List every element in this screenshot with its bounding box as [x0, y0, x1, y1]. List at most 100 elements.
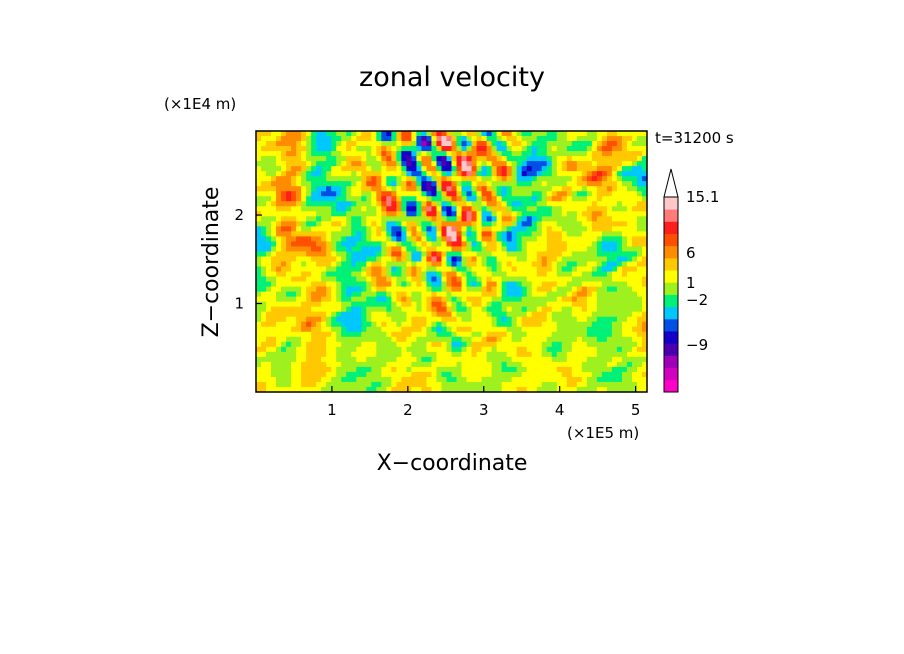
- heatmap-cell: [576, 316, 583, 323]
- heatmap-cell: [541, 256, 548, 263]
- heatmap-cell: [556, 181, 563, 187]
- heatmap-cell: [321, 331, 327, 338]
- heatmap-cell: [436, 356, 443, 363]
- heatmap-cell: [521, 261, 528, 268]
- heatmap-cell: [346, 211, 352, 217]
- heatmap-cell: [606, 171, 613, 177]
- heatmap-cell: [581, 191, 588, 197]
- heatmap-cell: [491, 326, 498, 333]
- heatmap-cell: [431, 261, 438, 268]
- heatmap-cell: [546, 356, 553, 363]
- heatmap-cell: [511, 221, 518, 227]
- heatmap-cell: [466, 241, 473, 248]
- heatmap-cell: [511, 161, 518, 167]
- heatmap-cell: [506, 316, 513, 323]
- heatmap-cell: [446, 321, 453, 328]
- heatmap-cell: [376, 151, 382, 157]
- heatmap-cell: [641, 171, 647, 177]
- heatmap-cell: [261, 206, 267, 212]
- heatmap-cell: [596, 226, 603, 232]
- heatmap-cell: [476, 221, 483, 227]
- heatmap-cell: [306, 261, 312, 268]
- heatmap-cell: [521, 221, 528, 227]
- heatmap-cell: [531, 196, 538, 202]
- heatmap-cell: [496, 311, 503, 318]
- heatmap-cell: [441, 216, 448, 222]
- heatmap-cell: [626, 311, 633, 318]
- heatmap-cell: [506, 286, 513, 293]
- heatmap-cell: [516, 226, 523, 232]
- heatmap-cell: [396, 141, 402, 147]
- heatmap-cell: [566, 351, 573, 358]
- heatmap-cell: [286, 176, 292, 182]
- heatmap-cell: [331, 266, 337, 273]
- heatmap-cell: [401, 306, 407, 313]
- heatmap-cell: [386, 351, 392, 358]
- heatmap-cell: [521, 251, 528, 258]
- heatmap-cell: [626, 381, 633, 388]
- heatmap-cell: [336, 271, 342, 278]
- heatmap-cell: [581, 266, 588, 273]
- heatmap-cell: [626, 156, 633, 162]
- heatmap-cell: [641, 241, 647, 248]
- heatmap-cell: [606, 176, 613, 182]
- heatmap-cell: [641, 246, 647, 253]
- heatmap-cell: [606, 136, 613, 142]
- heatmap-cell: [591, 166, 598, 172]
- heatmap-cell: [536, 141, 543, 147]
- heatmap-cell: [481, 171, 488, 177]
- heatmap-cell: [326, 296, 332, 303]
- heatmap-cell: [316, 326, 322, 333]
- heatmap-cell: [316, 246, 322, 253]
- heatmap-cell: [431, 356, 438, 363]
- heatmap-cell: [341, 196, 347, 202]
- heatmap-cell: [621, 176, 628, 182]
- heatmap-cell: [606, 311, 613, 318]
- heatmap-cell: [586, 136, 593, 142]
- heatmap-cell: [501, 361, 508, 368]
- heatmap-cell: [441, 281, 448, 288]
- heatmap-cell: [376, 296, 382, 303]
- heatmap-cell: [551, 136, 558, 142]
- heatmap-cell: [506, 381, 513, 388]
- heatmap-cell: [331, 276, 337, 283]
- heatmap-cell: [311, 286, 317, 293]
- heatmap-cell: [616, 231, 623, 237]
- heatmap-cell: [526, 166, 533, 172]
- heatmap-cell: [566, 346, 573, 353]
- heatmap-cell: [421, 386, 428, 392]
- heatmap-cell: [476, 241, 483, 248]
- heatmap-cell: [586, 236, 593, 243]
- heatmap-cell: [336, 331, 342, 338]
- heatmap-cell: [416, 291, 423, 298]
- heatmap-cell: [281, 291, 287, 298]
- heatmap-cell: [326, 316, 332, 323]
- heatmap-cell: [281, 376, 287, 383]
- heatmap-cell: [586, 341, 593, 348]
- heatmap-cell: [386, 311, 392, 318]
- heatmap-cell: [621, 171, 628, 177]
- heatmap-cell: [411, 231, 418, 237]
- heatmap-cell: [636, 176, 643, 182]
- heatmap-cell: [476, 311, 483, 318]
- heatmap-cell: [281, 201, 287, 207]
- heatmap-cell: [566, 371, 573, 378]
- heatmap-cell: [351, 156, 357, 162]
- heatmap-cell: [601, 261, 608, 268]
- heatmap-cell: [596, 366, 603, 373]
- heatmap-cell: [526, 211, 533, 217]
- heatmap-cell: [336, 156, 342, 162]
- heatmap-cell: [301, 376, 307, 383]
- heatmap-cell: [636, 276, 643, 283]
- heatmap-cell: [606, 271, 613, 278]
- heatmap-cell: [281, 221, 287, 227]
- heatmap-cell: [456, 156, 463, 162]
- heatmap-cell: [266, 176, 272, 182]
- heatmap-cell: [346, 346, 352, 353]
- heatmap-cell: [501, 291, 508, 298]
- heatmap-cell: [386, 301, 392, 308]
- heatmap-cell: [396, 201, 402, 207]
- heatmap-cell: [406, 351, 412, 358]
- heatmap-cell: [276, 346, 282, 353]
- heatmap-cell: [641, 226, 647, 232]
